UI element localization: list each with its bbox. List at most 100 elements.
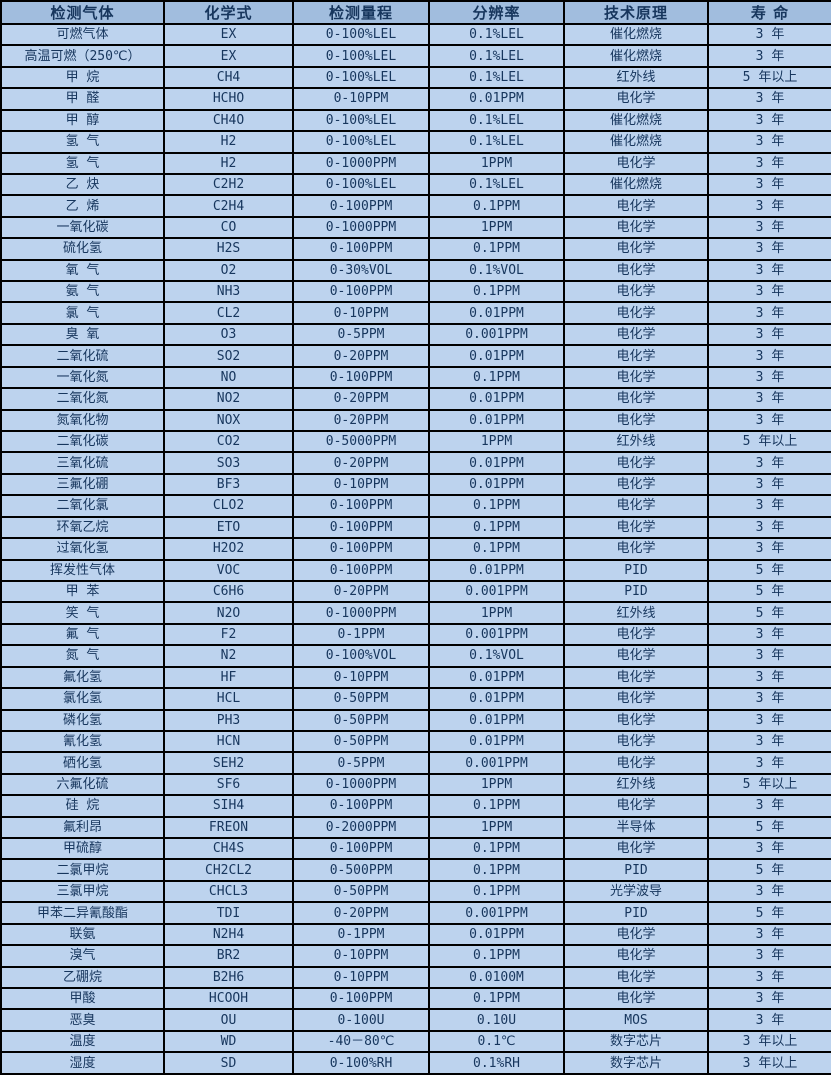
cell-lifespan: 3 年 [707, 215, 831, 240]
cell-detection-range: 0-100PPM [292, 515, 430, 540]
table-row: 氯化氢 HCL 0-50PPM 0.01PPM 电化学 3 年 [0, 687, 831, 711]
cell-resolution: 0.001PPM [428, 579, 565, 604]
cell-lifespan: 3 年 [707, 944, 831, 968]
cell-resolution: 0.01PPM [428, 665, 565, 690]
cell-detection-range: 0-2000PPM [292, 815, 430, 840]
table-row: 三氯甲烷 CHCL3 0-50PPM 0.1PPM 光学波导 3 年 [0, 879, 831, 904]
cell-gas-name: 六氟化硫 [0, 772, 165, 797]
cell-resolution: 0.1%LEL [428, 108, 565, 133]
column-header-lifespan: 寿 命 [707, 0, 831, 25]
cell-resolution: 0.1%VOL [428, 258, 565, 283]
cell-resolution: 0.1PPM [428, 986, 565, 1011]
cell-detection-range: 0-5000PPM [292, 429, 430, 454]
cell-detection-range: -40－80℃ [292, 1029, 430, 1054]
cell-gas-name: 三氯甲烷 [0, 879, 165, 904]
cell-detection-range: 0-30%VOL [292, 258, 430, 283]
table-row: 硒化氢 SEH2 0-5PPM 0.001PPM 电化学 3 年 [0, 751, 831, 775]
cell-lifespan: 3 年 [707, 258, 831, 283]
cell-gas-name: 氯化氢 [0, 687, 165, 711]
cell-technology-principle: 电化学 [563, 986, 709, 1011]
cell-chemical-formula: CH2CL2 [163, 858, 294, 882]
table-row: 挥发性气体 VOC 0-100PPM 0.01PPM PID 5 年 [0, 558, 831, 582]
cell-chemical-formula: CLO2 [163, 494, 294, 518]
cell-technology-principle: 催化燃烧 [563, 22, 709, 47]
cell-detection-range: 0-20PPM [292, 901, 430, 925]
table-row: 可燃气体 EX 0-100%LEL 0.1%LEL 催化燃烧 3 年 [0, 22, 831, 47]
cell-detection-range: 0-100PPM [292, 194, 430, 218]
cell-resolution: 1PPM [428, 815, 565, 840]
cell-technology-principle: PID [563, 858, 709, 882]
cell-technology-principle: 电化学 [563, 794, 709, 818]
cell-lifespan: 3 年 [707, 729, 831, 754]
cell-technology-principle: 电化学 [563, 451, 709, 475]
cell-chemical-formula: C2H2 [163, 172, 294, 197]
cell-gas-name: 氨 气 [0, 280, 165, 304]
cell-lifespan: 3 年 [707, 172, 831, 197]
cell-chemical-formula: C2H4 [163, 194, 294, 218]
cell-technology-principle: 红外线 [563, 772, 709, 797]
cell-gas-name: 甲 烷 [0, 65, 165, 90]
cell-gas-name: 硫化氢 [0, 237, 165, 261]
table-row: 甲 醇 CH4O 0-100%LEL 0.1%LEL 催化燃烧 3 年 [0, 108, 831, 133]
cell-resolution: 1PPM [428, 772, 565, 797]
cell-gas-name: 氟化氢 [0, 665, 165, 690]
table-row: 氟利昂 FREON 0-2000PPM 1PPM 半导体 5 年 [0, 815, 831, 840]
cell-resolution: 0.001PPM [428, 751, 565, 775]
cell-technology-principle: 电化学 [563, 687, 709, 711]
cell-lifespan: 5 年 [707, 815, 831, 840]
cell-chemical-formula: H2 [163, 130, 294, 154]
cell-technology-principle: 电化学 [563, 729, 709, 754]
cell-technology-principle: 电化学 [563, 194, 709, 218]
cell-gas-name: 恶臭 [0, 1008, 165, 1032]
cell-chemical-formula: CH4S [163, 837, 294, 861]
table-row: 氰化氢 HCN 0-50PPM 0.01PPM 电化学 3 年 [0, 729, 831, 754]
cell-resolution: 1PPM [428, 601, 565, 625]
cell-technology-principle: 催化燃烧 [563, 130, 709, 154]
cell-chemical-formula: SO2 [163, 344, 294, 368]
table-row: 二氯甲烷 CH2CL2 0-500PPM 0.1PPM PID 5 年 [0, 858, 831, 882]
cell-resolution: 0.1PPM [428, 858, 565, 882]
cell-detection-range: 0-10PPM [292, 87, 430, 111]
cell-technology-principle: 电化学 [563, 751, 709, 775]
cell-technology-principle: 催化燃烧 [563, 108, 709, 133]
cell-gas-name: 二氧化硫 [0, 344, 165, 368]
cell-lifespan: 3 年 [707, 151, 831, 175]
cell-resolution: 0.0100M [428, 965, 565, 990]
cell-detection-range: 0-100PPM [292, 365, 430, 390]
cell-lifespan: 5 年以上 [707, 772, 831, 797]
cell-resolution: 0.1PPM [428, 280, 565, 304]
cell-technology-principle: 电化学 [563, 494, 709, 518]
cell-technology-principle: 电化学 [563, 965, 709, 990]
cell-gas-name: 氢 气 [0, 151, 165, 175]
cell-gas-name: 氰化氢 [0, 729, 165, 754]
cell-resolution: 0.1%LEL [428, 22, 565, 47]
cell-resolution: 0.1%LEL [428, 172, 565, 197]
table-row: 一氧化氮 NO 0-100PPM 0.1PPM 电化学 3 年 [0, 365, 831, 390]
cell-resolution: 0.01PPM [428, 451, 565, 475]
cell-detection-range: 0-1PPM [292, 622, 430, 647]
cell-resolution: 0.01PPM [428, 922, 565, 947]
cell-resolution: 0.1℃ [428, 1029, 565, 1054]
cell-resolution: 0.1PPM [428, 537, 565, 561]
cell-chemical-formula: F2 [163, 622, 294, 647]
cell-gas-name: 氯 气 [0, 301, 165, 325]
cell-lifespan: 5 年 [707, 858, 831, 882]
cell-technology-principle: 电化学 [563, 665, 709, 690]
cell-lifespan: 3 年 [707, 879, 831, 904]
cell-detection-range: 0-100%LEL [292, 65, 430, 90]
table-row: 溴气 BR2 0-10PPM 0.1PPM 电化学 3 年 [0, 944, 831, 968]
cell-chemical-formula: O2 [163, 258, 294, 283]
cell-detection-range: 0-1000PPM [292, 772, 430, 797]
cell-lifespan: 3 年 [707, 472, 831, 497]
cell-technology-principle: 电化学 [563, 87, 709, 111]
cell-chemical-formula: EX [163, 44, 294, 68]
cell-lifespan: 3 年 [707, 130, 831, 154]
table-row: 二氧化氮 NO2 0-20PPM 0.01PPM 电化学 3 年 [0, 387, 831, 411]
table-row: 甲酸 HCOOH 0-100PPM 0.1PPM 电化学 3 年 [0, 986, 831, 1011]
cell-detection-range: 0-100PPM [292, 237, 430, 261]
cell-chemical-formula: VOC [163, 558, 294, 582]
cell-technology-principle: 红外线 [563, 601, 709, 625]
table-row: 硅 烷 SIH4 0-100PPM 0.1PPM 电化学 3 年 [0, 794, 831, 818]
cell-technology-principle: 半导体 [563, 815, 709, 840]
table-row: 恶臭 OU 0-100U 0.10U MOS 3 年 [0, 1008, 831, 1032]
